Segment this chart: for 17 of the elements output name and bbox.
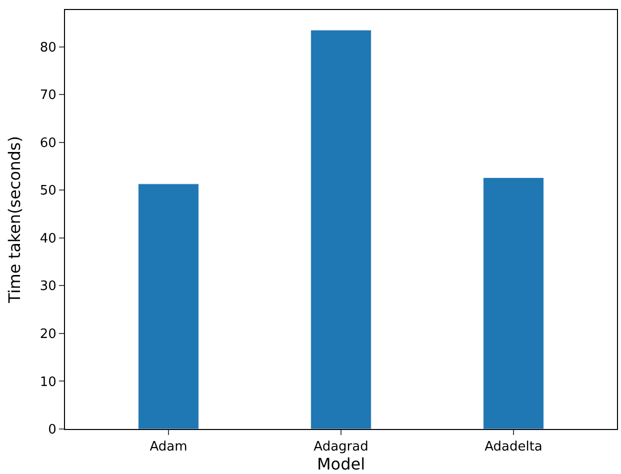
y-tick-label: 40: [40, 231, 56, 246]
bar: [138, 184, 199, 429]
bar: [310, 30, 372, 429]
x-axis-title: Model: [316, 454, 366, 474]
y-tick-label: 0: [48, 422, 56, 438]
y-tick-label: 30: [40, 279, 56, 294]
x-tick-label: Adagrad: [314, 440, 368, 455]
y-tick-label: 60: [40, 136, 56, 151]
y-tick-label: 50: [40, 184, 56, 199]
y-axis-title: Time taken(seconds): [4, 136, 24, 304]
x-tick-label: Adam: [150, 440, 188, 455]
bar: [483, 177, 544, 429]
y-tick-label: 10: [40, 374, 56, 390]
y-tick-label: 20: [40, 327, 56, 342]
x-tick-label: Adadelta: [484, 440, 542, 455]
y-tick-label: 70: [40, 88, 56, 104]
y-tick-label: 80: [40, 40, 56, 56]
